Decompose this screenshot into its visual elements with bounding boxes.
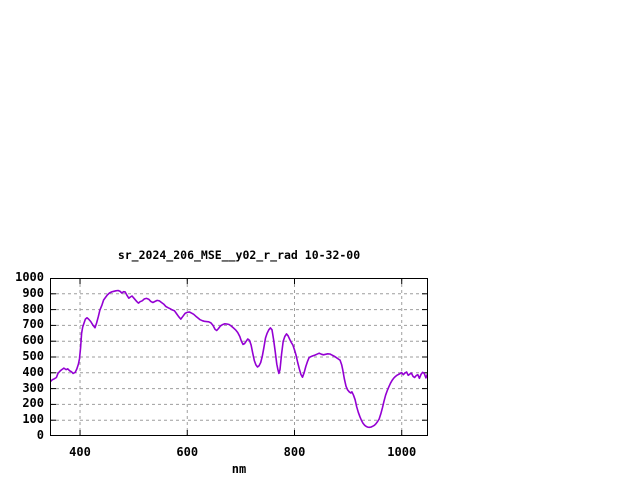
y-axis-tick-label: 600 [22, 333, 44, 348]
y-axis-tick-label: 800 [22, 301, 44, 316]
plot-border [50, 278, 428, 436]
y-axis-tick-label: 900 [22, 285, 44, 300]
y-axis-tick-label: 300 [22, 380, 44, 395]
y-axis-tick-label: 100 [22, 412, 44, 427]
x-axis-tick-label: 600 [176, 445, 199, 459]
x-axis-tick-label: 1000 [387, 445, 417, 459]
y-axis-tick-label: 700 [22, 317, 44, 332]
x-axis-label: nm [231, 462, 247, 476]
spectral-curve [50, 289, 428, 429]
y-axis-tick-label: 500 [22, 349, 44, 363]
grid [50, 278, 428, 436]
y-axis-tick-label: 1000 [15, 270, 44, 284]
chart-title: sr_2024_206_MSE__y02_r_rad 10-32-00 [117, 248, 361, 262]
y-axis-tick-label: 200 [22, 396, 44, 411]
x-axis-tick-label: 400 [69, 445, 91, 459]
y-axis-tick-label: 0 [36, 428, 44, 442]
y-axis-tick-label: 400 [22, 364, 44, 379]
x-axis-tick-label: 800 [283, 445, 306, 459]
plot-area [50, 278, 428, 436]
